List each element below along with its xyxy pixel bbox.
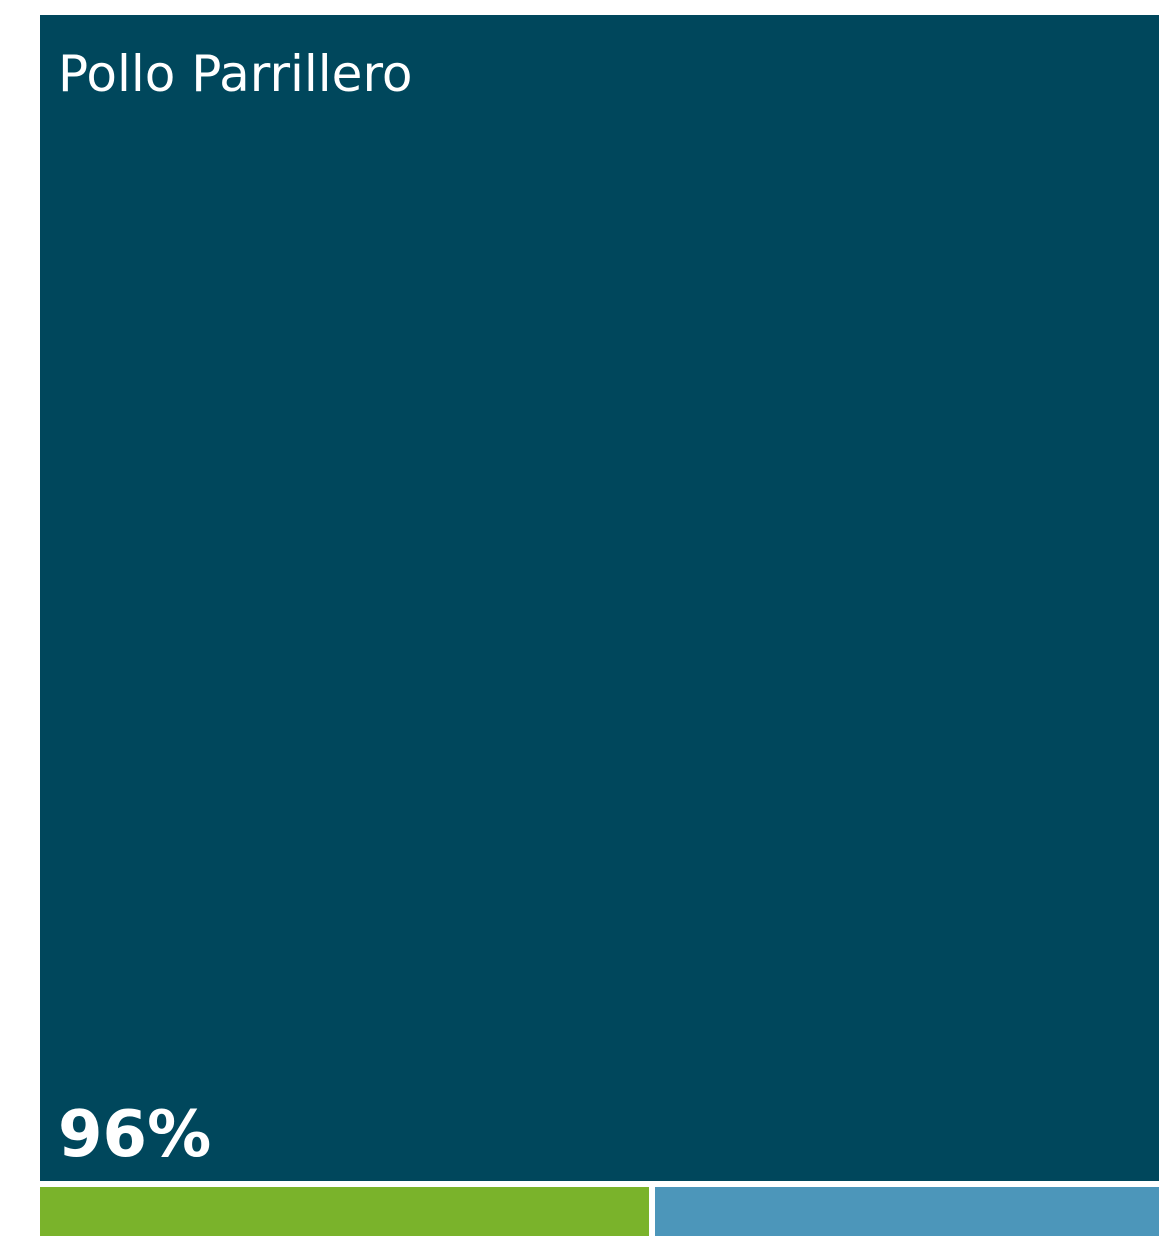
treemap-tile-pollo-parrillero: Pollo Parrillero 96% xyxy=(40,15,1159,1181)
tile-label: Pollo Parrillero xyxy=(58,45,413,103)
treemap-tile-green xyxy=(40,1187,649,1236)
treemap-tile-light-blue xyxy=(655,1187,1159,1236)
tile-value: 96% xyxy=(58,1098,212,1172)
